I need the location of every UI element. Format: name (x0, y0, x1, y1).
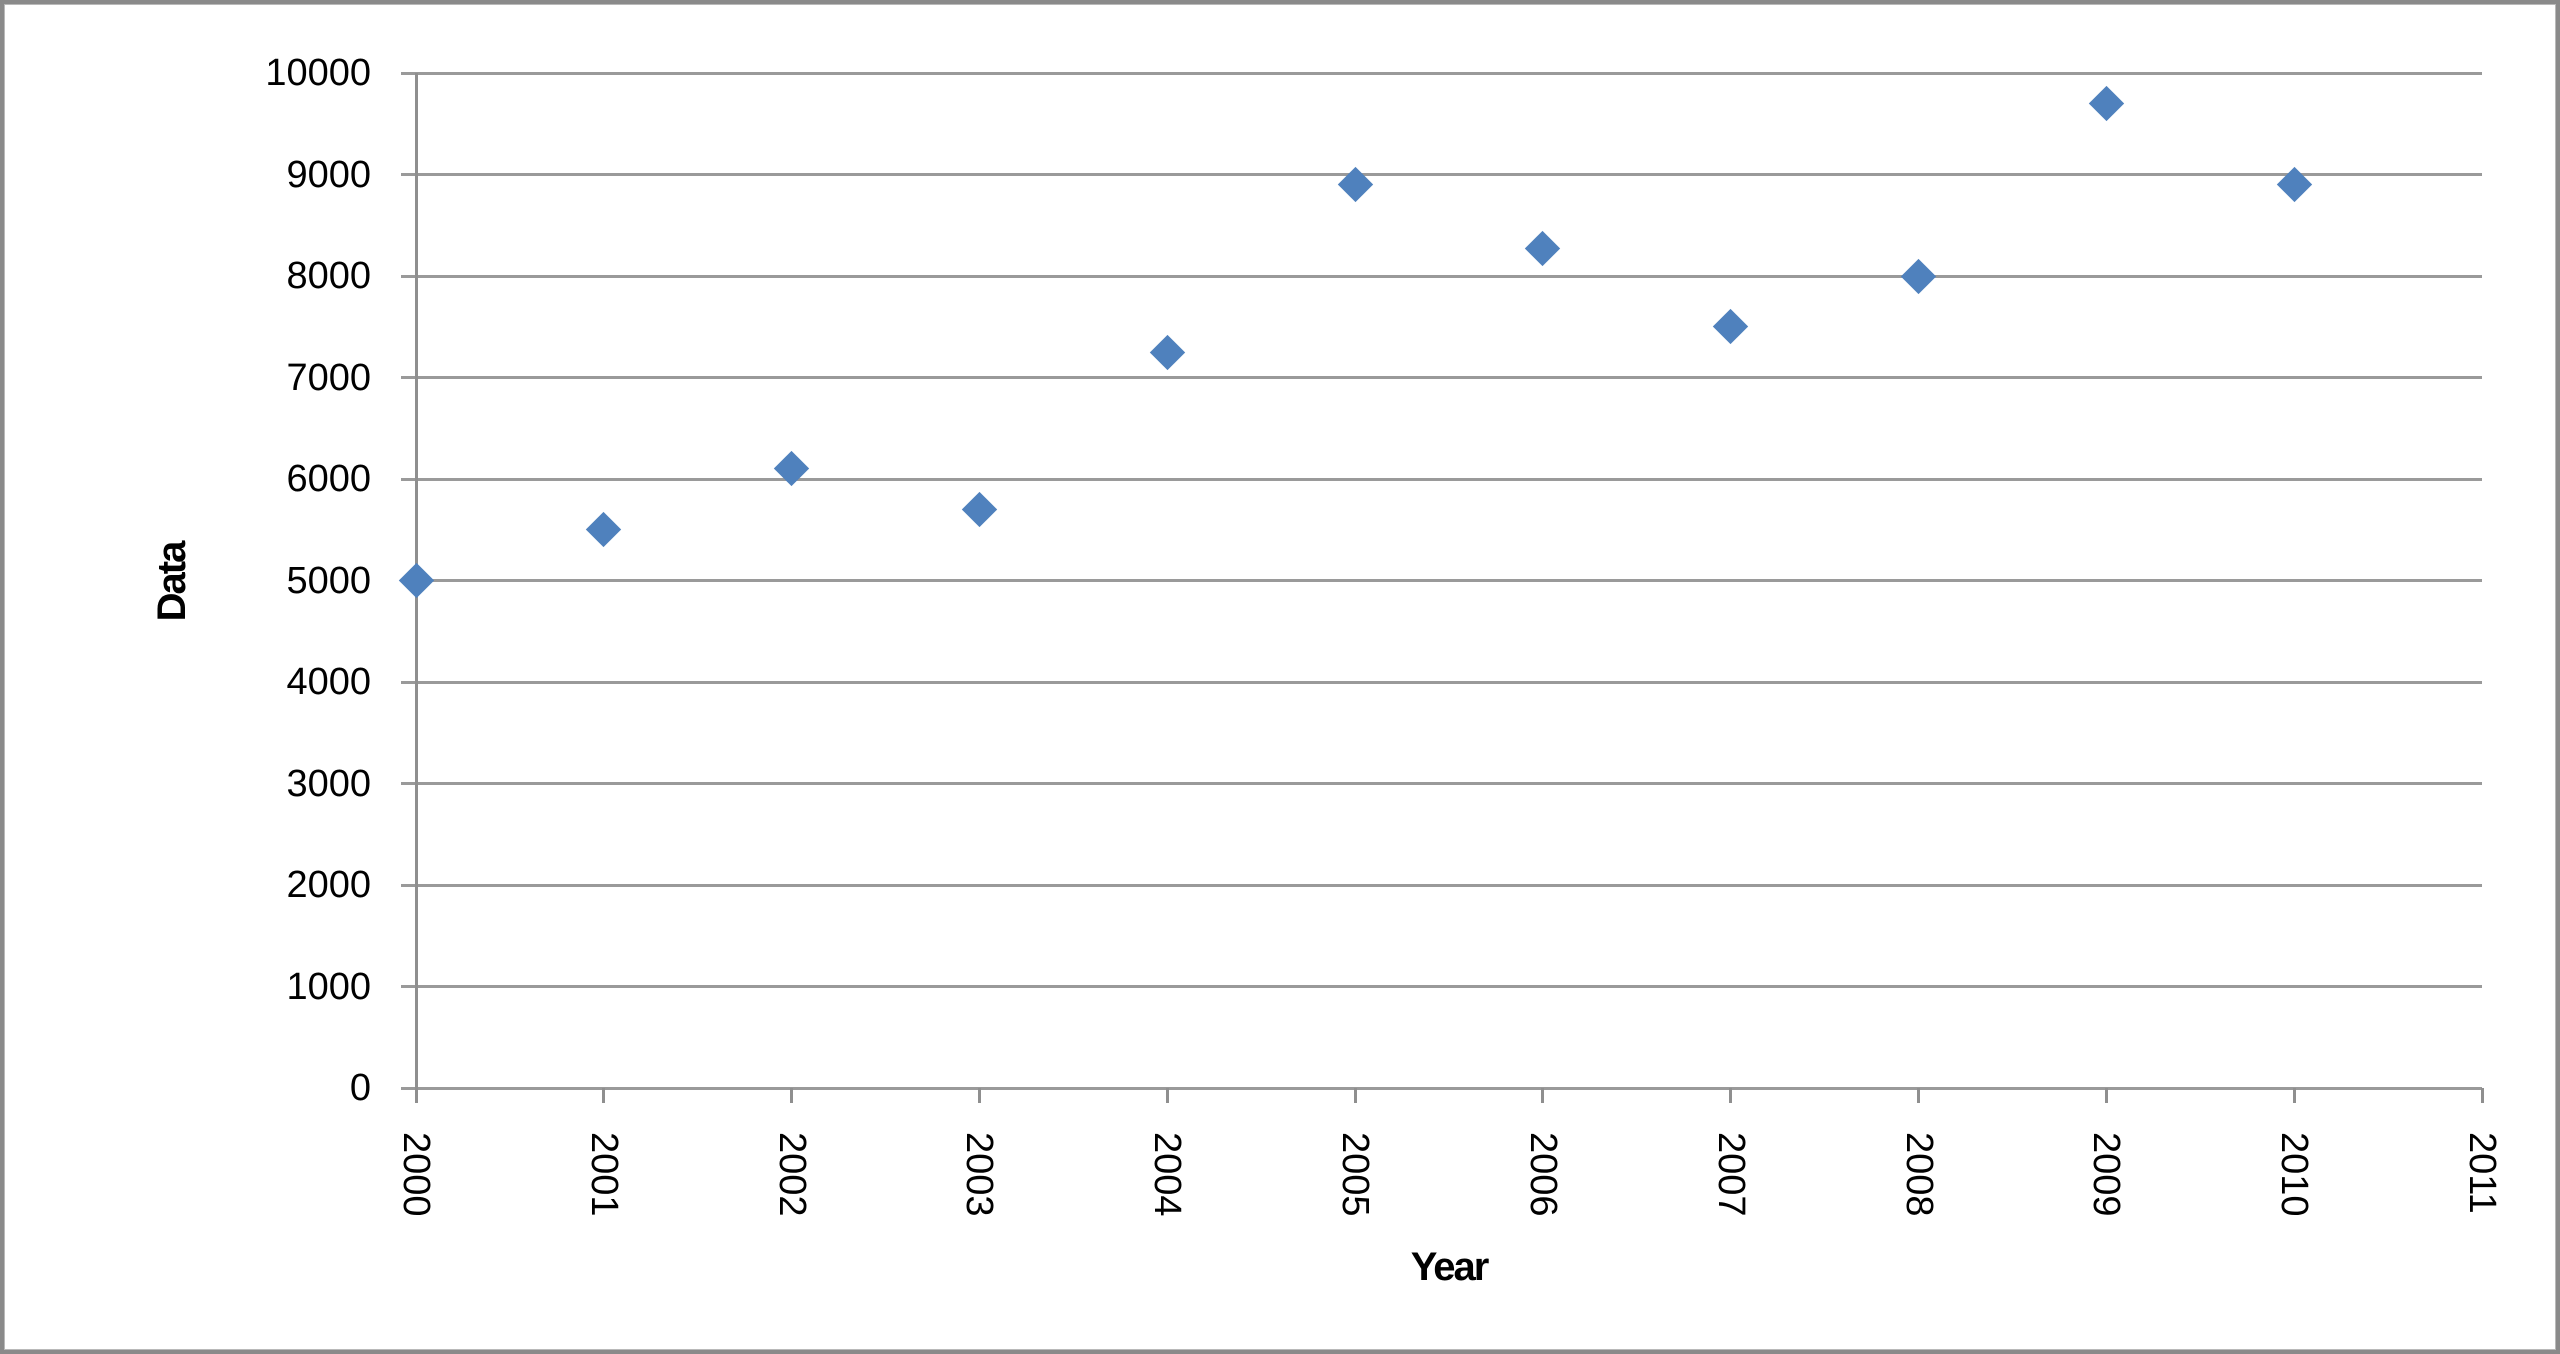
x-tick-label: 2001 (582, 1132, 625, 1217)
data-point (1149, 334, 1185, 370)
x-tick (1541, 1088, 1545, 1103)
x-tick-label: 2004 (1146, 1132, 1189, 1217)
y-tick-label: 6000 (286, 458, 371, 500)
x-tick-label: 2000 (395, 1132, 437, 1217)
x-tick-label: 2008 (1897, 1132, 1940, 1217)
x-tick (1917, 1088, 1921, 1103)
gridline (401, 173, 2482, 176)
y-tick-label: 3000 (286, 762, 371, 805)
x-tick (602, 1088, 606, 1103)
x-tick (1729, 1088, 1733, 1103)
x-tick-label: 2010 (2273, 1132, 2316, 1217)
gridline (401, 1086, 2482, 1090)
y-tick-label: 0 (349, 1067, 371, 1109)
x-tick (414, 1088, 418, 1103)
y-tick-label: 4000 (286, 661, 371, 703)
x-tick (2480, 1088, 2484, 1103)
x-tick (2104, 1088, 2108, 1103)
y-tick-label: 2000 (286, 864, 371, 906)
y-tick-label: 1000 (286, 965, 371, 1008)
x-tick-label: 2009 (2085, 1132, 2128, 1217)
data-point (586, 512, 622, 548)
x-axis-title: Year (1410, 1245, 1490, 1289)
gridline (401, 985, 2482, 988)
x-tick-label: 2011 (2461, 1132, 2503, 1214)
y-axis-title: Data (150, 542, 194, 622)
x-tick-label: 2005 (1334, 1132, 1377, 1217)
gridline (401, 579, 2482, 582)
x-tick (2292, 1088, 2296, 1103)
x-tick-label: 2006 (1521, 1132, 1564, 1217)
data-point (398, 562, 434, 599)
gridline (401, 477, 2482, 481)
data-point (1525, 230, 1561, 267)
gridline (401, 376, 2482, 379)
y-tick-label: 5000 (286, 559, 371, 602)
y-tick-label: 7000 (286, 356, 371, 399)
x-tick-label: 2007 (1709, 1132, 1752, 1217)
data-point (2088, 85, 2125, 122)
data-point (1713, 309, 1749, 345)
data-point (773, 451, 810, 487)
x-tick-label: 2003 (958, 1132, 1001, 1217)
gridline (401, 680, 2482, 684)
data-point (1900, 258, 1937, 294)
y-tick-label: 8000 (286, 255, 371, 297)
x-tick (1165, 1088, 1169, 1103)
gridline (401, 883, 2482, 887)
scatter-chart: 0 1000 2000 3000 4000 5000 6000 7000 8000 9000 100… (4, 4, 2556, 1350)
y-tick-label: 10000 (265, 52, 371, 94)
x-tick (790, 1088, 794, 1103)
y-tick-label: 9000 (286, 153, 371, 196)
gridline (401, 274, 2482, 278)
x-tick-label: 2002 (770, 1132, 813, 1217)
data-point (961, 491, 998, 528)
x-tick (1353, 1088, 1357, 1103)
gridline (401, 782, 2482, 785)
x-tick (977, 1088, 981, 1103)
gridline (401, 71, 2482, 75)
